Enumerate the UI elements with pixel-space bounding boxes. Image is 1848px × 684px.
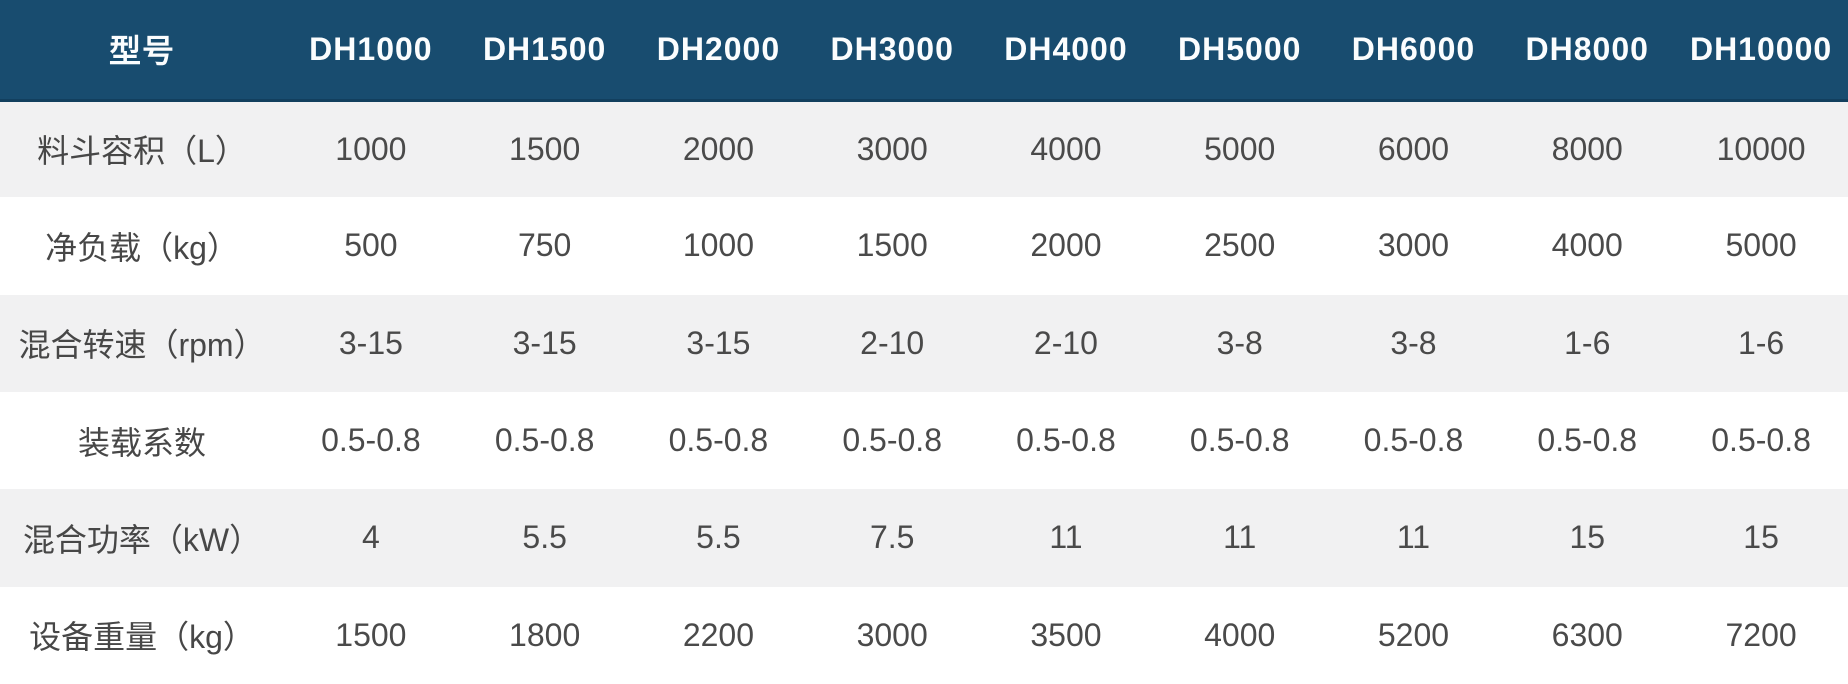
- column-header-dh6000: DH6000: [1326, 0, 1501, 102]
- spec-value-cell: 0.5-0.8: [1189, 422, 1290, 459]
- spec-value-cell: 5200: [1377, 616, 1450, 653]
- column-header-dh4000: DH4000: [979, 0, 1153, 102]
- row-label: 混合功率（kW）: [22, 521, 262, 558]
- spec-value-cell: 750: [517, 227, 572, 264]
- row-label: 净负载（kg）: [45, 229, 239, 266]
- spec-value-cell: 11: [1396, 519, 1431, 556]
- spec-value-cell: 3500: [1030, 616, 1102, 653]
- spec-value-cell: 3-15: [512, 324, 577, 361]
- spec-value-cell: 3000: [856, 130, 928, 167]
- spec-value-cell: 1800: [509, 616, 581, 653]
- spec-value-cell: 2200: [682, 616, 754, 653]
- spec-value-cell: 5.5: [522, 519, 567, 556]
- spec-value-cell: 5000: [1204, 130, 1276, 167]
- spec-value-cell: 1-6: [1564, 324, 1611, 361]
- column-header-dh1500: DH1500: [457, 0, 632, 102]
- spec-value-cell: 3-15: [686, 324, 751, 361]
- table-row: 混合转速（rpm） 3-15 3-15 3-15 2-10 2-10 3-8 3-8 1-6 1-…: [0, 294, 1848, 392]
- spec-value-cell: 5000: [1725, 227, 1797, 264]
- row-label: 混合转速（rpm）: [18, 327, 266, 364]
- spec-value-cell: 0.5-0.8: [1537, 422, 1638, 459]
- spec-value-cell: 2-10: [860, 324, 925, 361]
- spec-value-cell: 3-15: [338, 324, 403, 361]
- spec-value-cell: 5.5: [696, 519, 741, 556]
- row-label: 料斗容积（L）: [37, 133, 247, 170]
- spec-value-cell: 2000: [1030, 227, 1102, 264]
- spec-value-cell: 15: [1743, 519, 1779, 556]
- spec-value-cell: 1500: [856, 227, 928, 264]
- spec-value-cell: 2000: [682, 130, 754, 167]
- spec-value-cell: 0.5-0.8: [494, 422, 595, 459]
- spec-value-cell: 2-10: [1033, 324, 1098, 361]
- spec-value-cell: 3-8: [1216, 324, 1263, 361]
- spec-table-header: 型号 DH1000 DH1500 DH2000 DH3000 DH4000 DH5000 DH…: [0, 0, 1848, 102]
- spec-value-cell: 0.5-0.8: [1363, 422, 1464, 459]
- column-header-dh8000: DH8000: [1500, 0, 1675, 102]
- spec-value-cell: 11: [1223, 519, 1257, 556]
- spec-value-cell: 1-6: [1737, 324, 1785, 361]
- spec-value-cell: 6000: [1377, 130, 1450, 167]
- spec-value-cell: 8000: [1551, 130, 1623, 167]
- spec-value-cell: 1500: [335, 616, 407, 653]
- column-header-dh5000: DH5000: [1152, 0, 1327, 102]
- spec-value-cell: 0.5-0.8: [321, 422, 421, 459]
- table-row: 混合功率（kW） 4 5.5 5.5 7.5 11 11 11 15 15: [0, 489, 1848, 587]
- spec-value-cell: 0.5-0.8: [842, 422, 942, 459]
- corner-header-model: 型号: [0, 0, 284, 102]
- spec-value-cell: 500: [344, 227, 398, 264]
- row-label: 装载系数: [77, 424, 206, 461]
- spec-value-cell: 4: [361, 519, 380, 556]
- spec-value-cell: 4000: [1030, 130, 1102, 167]
- table-row: 设备重量（kg） 1500 1800 2200 3000 3500 4000 5200 6300…: [0, 586, 1848, 684]
- spec-value-cell: 0.5-0.8: [1016, 422, 1116, 459]
- spec-value-cell: 1500: [509, 130, 581, 167]
- column-header-dh2000: DH2000: [631, 0, 806, 102]
- header-row: 型号 DH1000 DH1500 DH2000 DH3000 DH4000 DH5000 DH…: [0, 0, 1848, 102]
- spec-value-cell: 2500: [1204, 227, 1276, 264]
- spec-value-cell: 1000: [682, 227, 754, 264]
- spec-value-cell: 15: [1569, 519, 1606, 556]
- row-label: 设备重量（kg）: [29, 619, 255, 656]
- spec-value-cell: 4000: [1551, 227, 1623, 264]
- spec-value-cell: 3-8: [1390, 324, 1437, 361]
- table-row: 装载系数 0.5-0.8 0.5-0.8 0.5-0.8 0.5-0.8 0.5-0.8 0…: [0, 391, 1848, 490]
- spec-value-cell: 10000: [1716, 130, 1806, 167]
- spec-value-cell: 0.5-0.8: [668, 422, 769, 459]
- table-row: 料斗容积（L） 1000 1500 2000 3000 4000 5000 6000 8000 1…: [0, 100, 1848, 198]
- spec-table-body: 料斗容积（L） 1000 1500 2000 3000 4000 5000 6000 8000 1…: [0, 100, 1848, 684]
- column-header-dh3000: DH3000: [805, 0, 980, 102]
- spec-value-cell: 0.5-0.8: [1711, 422, 1811, 459]
- column-header-dh1000: DH1000: [284, 0, 458, 102]
- spec-value-cell: 1000: [335, 130, 407, 167]
- spec-value-cell: 7200: [1725, 616, 1797, 653]
- spec-value-cell: 3000: [856, 616, 928, 653]
- spec-value-cell: 4000: [1204, 616, 1276, 653]
- spec-value-cell: 7.5: [869, 519, 915, 556]
- spec-value-cell: 6300: [1551, 616, 1623, 653]
- spec-value-cell: 3000: [1377, 227, 1450, 264]
- column-header-dh10000: DH10000: [1674, 0, 1848, 102]
- table-row: 净负载（kg） 500 750 1000 1500 2000 2500 3000 4000 500…: [0, 197, 1848, 295]
- spec-value-cell: 11: [1049, 519, 1083, 556]
